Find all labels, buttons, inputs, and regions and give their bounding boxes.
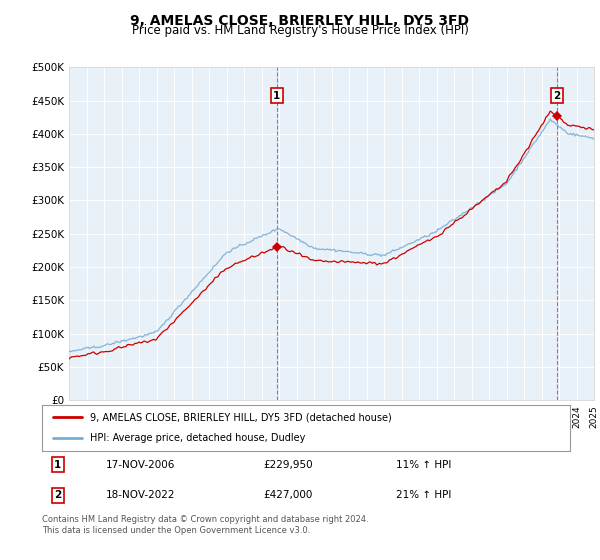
Text: 1: 1 (54, 460, 61, 470)
Text: £229,950: £229,950 (264, 460, 313, 470)
Text: £427,000: £427,000 (264, 491, 313, 501)
Text: 18-NOV-2022: 18-NOV-2022 (106, 491, 175, 501)
Text: Price paid vs. HM Land Registry's House Price Index (HPI): Price paid vs. HM Land Registry's House … (131, 24, 469, 37)
Text: 2: 2 (553, 91, 560, 101)
Text: 1: 1 (273, 91, 281, 101)
Text: 2: 2 (54, 491, 61, 501)
Text: 21% ↑ HPI: 21% ↑ HPI (396, 491, 451, 501)
Text: Contains HM Land Registry data © Crown copyright and database right 2024.
This d: Contains HM Land Registry data © Crown c… (42, 515, 368, 535)
Text: 9, AMELAS CLOSE, BRIERLEY HILL, DY5 3FD: 9, AMELAS CLOSE, BRIERLEY HILL, DY5 3FD (131, 14, 470, 28)
Text: 9, AMELAS CLOSE, BRIERLEY HILL, DY5 3FD (detached house): 9, AMELAS CLOSE, BRIERLEY HILL, DY5 3FD … (89, 412, 391, 422)
Text: 11% ↑ HPI: 11% ↑ HPI (396, 460, 451, 470)
Text: HPI: Average price, detached house, Dudley: HPI: Average price, detached house, Dudl… (89, 433, 305, 444)
Text: 17-NOV-2006: 17-NOV-2006 (106, 460, 175, 470)
